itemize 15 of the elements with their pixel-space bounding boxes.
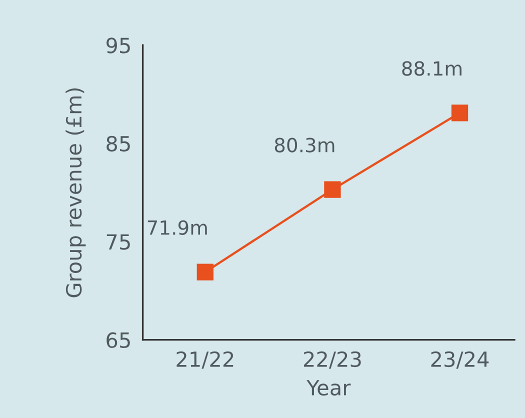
y-axis-title: Group revenue (£m) xyxy=(66,88,86,298)
point xyxy=(324,181,341,198)
data-label: 88.1m xyxy=(402,61,462,76)
point xyxy=(451,104,468,122)
point xyxy=(196,264,214,280)
y-tick-label: 65 xyxy=(106,332,130,348)
x-tick-label: 21/22 xyxy=(176,351,234,369)
x-tick-label: 22/23 xyxy=(304,351,361,369)
x-axis-title: Year xyxy=(306,380,351,396)
x-tick-label: 23/24 xyxy=(431,351,489,369)
y-tick-label: 85 xyxy=(106,136,130,152)
data-label: 80.3m xyxy=(274,138,334,152)
y-tick-label: 95 xyxy=(106,38,130,54)
y-tick-label: 75 xyxy=(106,234,130,250)
data-label: 71.9m xyxy=(148,220,207,235)
